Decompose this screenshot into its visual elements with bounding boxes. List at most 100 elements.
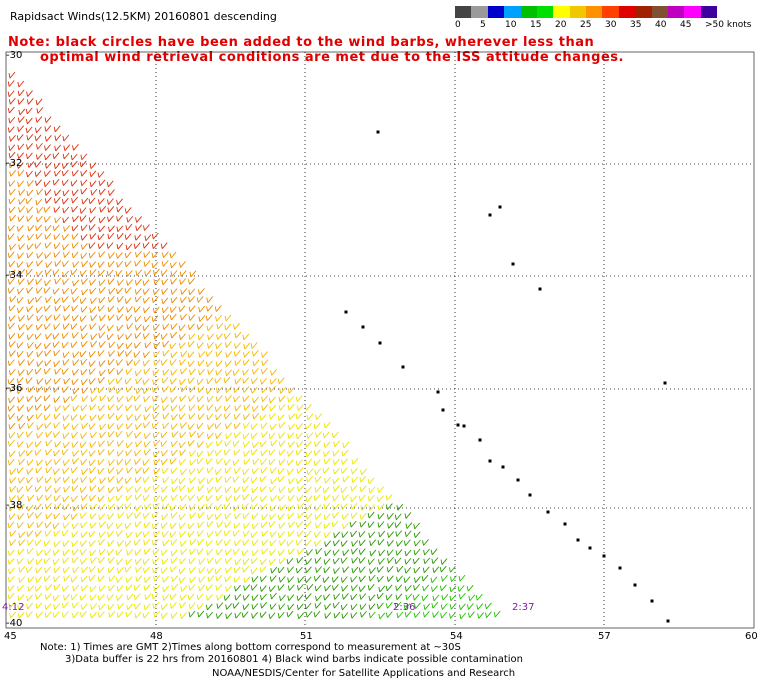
wind-barb [342,566,350,573]
wind-barb [54,134,62,141]
wind-barb [18,198,26,205]
wind-barb [171,413,178,421]
wind-barb [80,404,88,412]
wind-barb [143,521,151,529]
wind-barb [413,531,421,538]
wind-barb [144,593,152,600]
wind-barb [44,485,52,492]
wind-barb [62,432,70,439]
wind-barb [323,558,331,565]
wind-barb [135,566,143,573]
wind-barb [26,179,34,187]
wind-barb [16,261,24,268]
wind-barb [80,269,87,277]
wind-barb [17,521,24,529]
wind-barb [35,224,43,231]
wind-barb [35,295,42,303]
wind-barb [81,332,88,340]
wind-barb [368,603,376,610]
wind-barb [53,530,61,537]
wind-barb [152,450,160,458]
wind-barb [414,602,421,609]
wind-barb [97,233,105,241]
wind-barb [126,548,134,556]
wind-barb [214,513,222,520]
wind-barb [277,414,285,421]
wind-barb [287,387,295,394]
wind-barb [88,530,96,538]
wind-barb [44,170,51,177]
wind-barb [198,504,205,511]
wind-barb [62,358,70,366]
wind-barb [187,439,195,447]
wind-barb [36,350,44,358]
wind-barb [72,566,80,574]
wind-barb [125,270,133,277]
wind-barb [350,603,358,611]
wind-barb [404,610,412,618]
wind-barb [34,539,42,546]
wind-barb [314,468,322,475]
wind-barb [44,125,52,132]
wind-barb [340,486,348,494]
wind-barb [43,386,51,393]
wind-barb [54,441,62,448]
wind-barb [152,548,160,556]
wind-barb [133,306,141,313]
wind-barb [315,413,322,421]
wind-barb [44,378,52,385]
wind-barb [251,575,259,583]
wind-barb [169,359,177,366]
wind-barb [179,441,186,449]
wind-barb [214,305,222,312]
wind-barb [98,538,106,546]
wind-barb [358,557,366,564]
wind-barb [8,439,15,447]
wind-barb [126,466,134,474]
wind-barb [63,377,71,385]
wind-barb [26,602,33,610]
wind-barb [206,395,214,403]
wind-barb [89,565,96,573]
wind-barb [178,576,186,584]
wind-barb [71,495,78,503]
wind-barb [72,261,80,268]
wind-barb [27,576,35,583]
wind-barb [180,385,188,393]
wind-barb [18,268,26,276]
wind-barb [233,350,241,357]
wind-barb [270,439,278,447]
wind-barb [27,161,35,168]
wind-barb [35,287,43,294]
wind-barb [17,252,24,259]
wind-barb [7,80,15,87]
wind-barb [126,430,134,438]
wind-barb [44,342,51,350]
wind-barb [378,549,386,557]
wind-barb [234,584,241,592]
wind-barb [7,585,15,592]
wind-barb [179,278,187,285]
wind-barb [422,584,430,592]
wind-speed-color-legend [455,6,717,18]
wind-barb [80,611,87,618]
wind-barb [215,494,223,502]
wind-barb [135,387,143,394]
wind-barb [8,116,16,124]
wind-barb [278,395,286,403]
wind-barb [160,333,168,340]
wind-barb [260,467,268,474]
wind-barb [207,557,214,564]
wind-barb [116,242,124,250]
wind-barb [251,522,259,530]
wind-barb [178,458,186,466]
wind-barb [369,567,376,574]
wind-barb [188,610,196,618]
wind-barb [215,612,223,619]
wind-barb [305,558,312,565]
lat-label--34: -34 [6,270,23,281]
wind-barb [70,160,78,168]
wind-barb [71,522,79,530]
legend-label: 15 [530,20,542,30]
